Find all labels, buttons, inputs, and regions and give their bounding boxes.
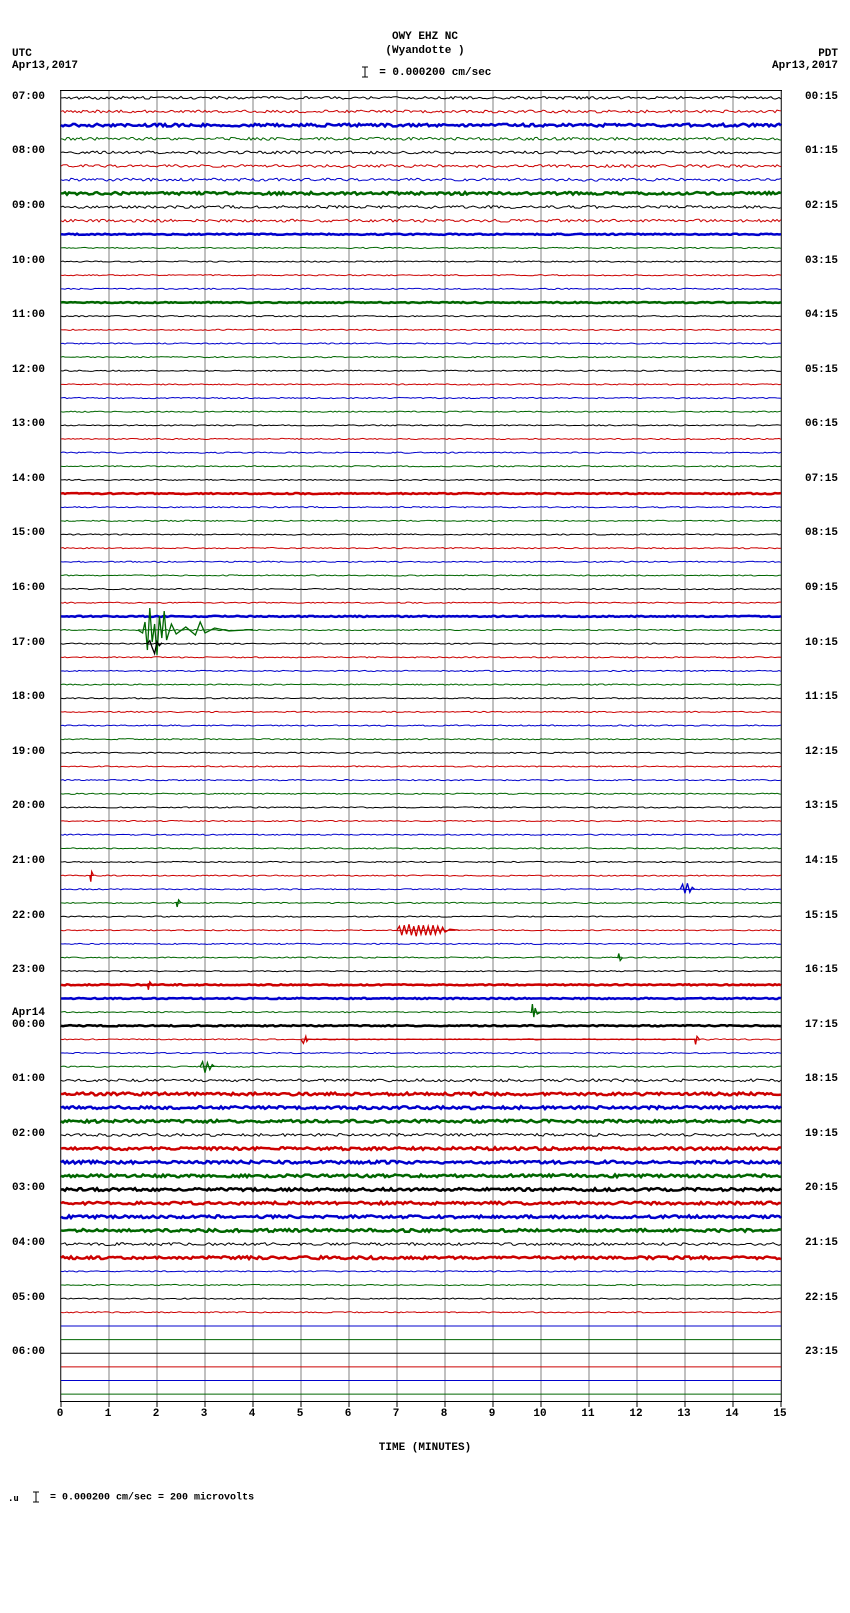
time-label: 13:15: [805, 800, 838, 812]
xaxis-tick: 6: [338, 1408, 358, 1420]
xaxis-tick: 1: [98, 1408, 118, 1420]
tz-right-date: Apr13,2017: [772, 60, 838, 72]
time-label: 14:15: [805, 855, 838, 867]
time-label: 16:15: [805, 964, 838, 976]
xaxis-label: TIME (MINUTES): [0, 1442, 850, 1454]
time-label: 17:00: [12, 637, 45, 649]
time-label: 21:00: [12, 855, 45, 867]
xaxis-tick: 4: [242, 1408, 262, 1420]
time-label: 05:00: [12, 1292, 45, 1304]
time-label: 23:00: [12, 964, 45, 976]
time-label: 02:00: [12, 1128, 45, 1140]
xaxis-tick: 3: [194, 1408, 214, 1420]
time-label: 08:00: [12, 145, 45, 157]
station-code: OWY EHZ NC: [0, 30, 850, 44]
xaxis-tick: 8: [434, 1408, 454, 1420]
time-label: 03:00: [12, 1182, 45, 1194]
time-label: 23:15: [805, 1346, 838, 1358]
scalebar-icon: .u: [8, 1491, 24, 1503]
station-location: (Wyandotte ): [0, 44, 850, 58]
time-label: 11:00: [12, 309, 45, 321]
xaxis-tick: 11: [578, 1408, 598, 1420]
svg-text:.u: .u: [8, 1494, 19, 1503]
time-label: 07:00: [12, 91, 45, 103]
time-label: 08:15: [805, 527, 838, 539]
time-label: 22:00: [12, 910, 45, 922]
footer-scale: .u = 0.000200 cm/sec = 200 microvolts: [8, 1490, 254, 1504]
scale-reference: = 0.000200 cm/sec: [0, 65, 850, 79]
time-label: 22:15: [805, 1292, 838, 1304]
seismogram-plot: [60, 90, 782, 1402]
xaxis-tick: 13: [674, 1408, 694, 1420]
time-label: 19:15: [805, 1128, 838, 1140]
time-label: 21:15: [805, 1237, 838, 1249]
header: OWY EHZ NC (Wyandotte ): [0, 30, 850, 58]
time-label: 17:15: [805, 1019, 838, 1031]
time-label: 06:15: [805, 418, 838, 430]
tz-right-name: PDT: [772, 48, 838, 60]
time-label: 09:00: [12, 200, 45, 212]
xaxis-tick: 7: [386, 1408, 406, 1420]
time-label: 15:00: [12, 527, 45, 539]
time-label: 05:15: [805, 364, 838, 376]
xaxis-tick: 2: [146, 1408, 166, 1420]
time-label: 12:15: [805, 746, 838, 758]
time-label: 11:15: [805, 691, 838, 703]
time-label: 18:15: [805, 1073, 838, 1085]
tz-left-name: UTC: [12, 48, 78, 60]
time-label: 01:15: [805, 145, 838, 157]
timezone-left: UTC Apr13,2017: [12, 48, 78, 72]
time-label: Apr1400:00: [12, 1007, 45, 1031]
time-label: 06:00: [12, 1346, 45, 1358]
xaxis-tick: 15: [770, 1408, 790, 1420]
time-label: 00:15: [805, 91, 838, 103]
time-label: 10:15: [805, 637, 838, 649]
scalebar-icon: [359, 65, 373, 79]
time-label: 10:00: [12, 255, 45, 267]
timezone-right: PDT Apr13,2017: [772, 48, 838, 72]
time-label: 14:00: [12, 473, 45, 485]
xaxis-tick: 10: [530, 1408, 550, 1420]
time-label: 03:15: [805, 255, 838, 267]
time-label: 09:15: [805, 582, 838, 594]
time-label: 02:15: [805, 200, 838, 212]
xaxis-tick: 0: [50, 1408, 70, 1420]
time-label: 15:15: [805, 910, 838, 922]
time-label: 19:00: [12, 746, 45, 758]
xaxis-tick: 9: [482, 1408, 502, 1420]
scalebar-icon: [30, 1490, 44, 1504]
time-label: 20:15: [805, 1182, 838, 1194]
time-label: 13:00: [12, 418, 45, 430]
tz-left-date: Apr13,2017: [12, 60, 78, 72]
seismogram-container: OWY EHZ NC (Wyandotte ) = 0.000200 cm/se…: [0, 0, 850, 1613]
time-label: 12:00: [12, 364, 45, 376]
seismogram-svg: [61, 91, 781, 1409]
scale-text: = 0.000200 cm/sec: [379, 67, 491, 79]
time-label: 04:00: [12, 1237, 45, 1249]
xaxis-tick: 12: [626, 1408, 646, 1420]
time-label: 07:15: [805, 473, 838, 485]
time-label: 20:00: [12, 800, 45, 812]
footer-text: = 0.000200 cm/sec = 200 microvolts: [50, 1493, 254, 1504]
xaxis-tick: 5: [290, 1408, 310, 1420]
xaxis-tick: 14: [722, 1408, 742, 1420]
time-label: 16:00: [12, 582, 45, 594]
time-label: 01:00: [12, 1073, 45, 1085]
time-label: 04:15: [805, 309, 838, 321]
time-label: 18:00: [12, 691, 45, 703]
